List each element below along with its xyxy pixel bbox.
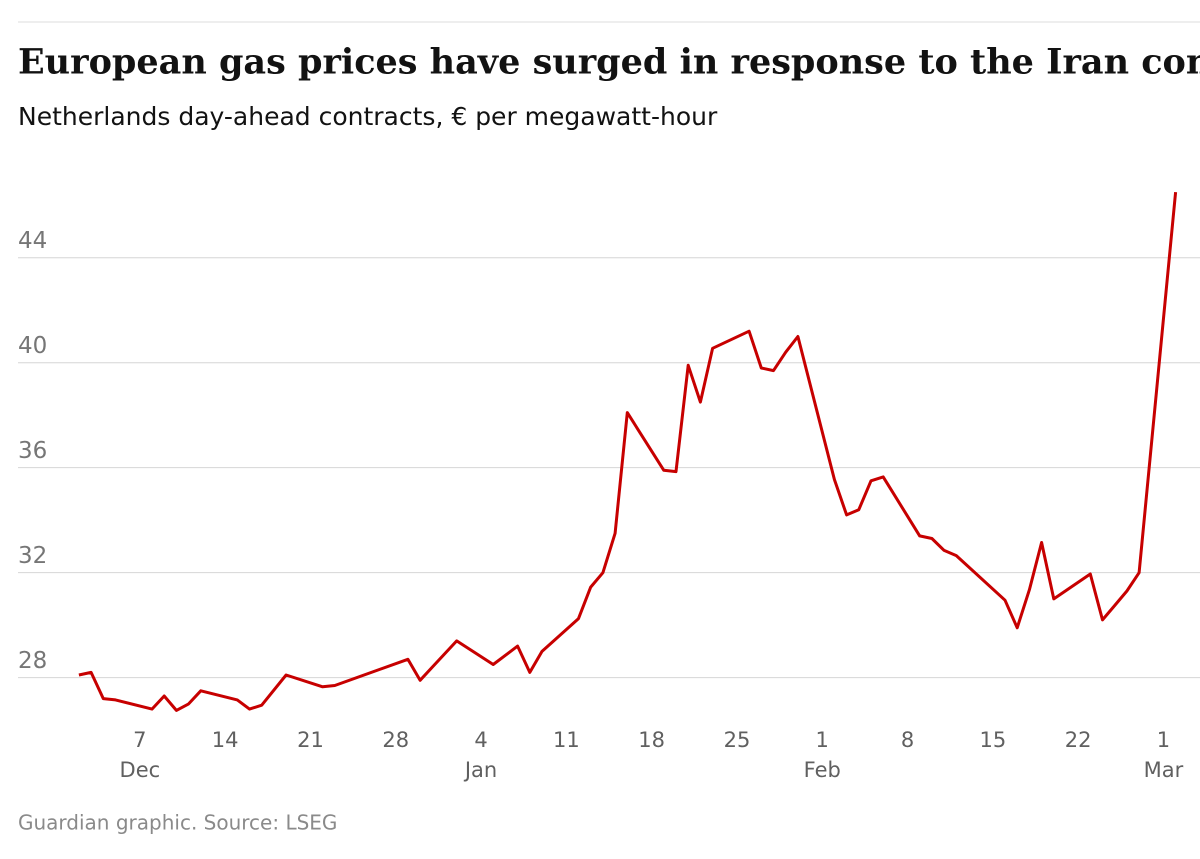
x-tick-label: 1 (816, 728, 829, 752)
x-tick-label: 25 (724, 728, 751, 752)
x-tick-label: 14 (212, 728, 239, 752)
source-note: Guardian graphic. Source: LSEG (18, 811, 337, 835)
month-label: Mar (1144, 758, 1184, 782)
x-tick-label: 22 (1065, 728, 1092, 752)
x-tick-label: 28 (382, 728, 409, 752)
x-tick-label: 21 (297, 728, 324, 752)
month-label: Dec (120, 758, 161, 782)
y-tick-label: 44 (18, 228, 47, 254)
x-tick-label: 11 (553, 728, 580, 752)
y-tick-label: 40 (18, 333, 47, 359)
y-tick-label: 36 (18, 438, 47, 464)
chart-title: European gas prices have surged in respo… (18, 42, 1200, 83)
y-tick-label: 28 (18, 648, 47, 674)
x-tick-label: 4 (474, 728, 487, 752)
price-line (78, 191, 1178, 712)
x-tick-label: 15 (979, 728, 1006, 752)
y-tick-label: 32 (18, 543, 47, 569)
chart-subtitle: Netherlands day-ahead contracts, € per m… (18, 102, 718, 131)
month-label: Feb (804, 758, 841, 782)
x-tick-label: 1 (1157, 728, 1170, 752)
month-label: Jan (463, 758, 497, 782)
x-tick-label: 18 (638, 728, 665, 752)
x-tick-label: 7 (133, 728, 146, 752)
x-tick-label: 8 (901, 728, 914, 752)
